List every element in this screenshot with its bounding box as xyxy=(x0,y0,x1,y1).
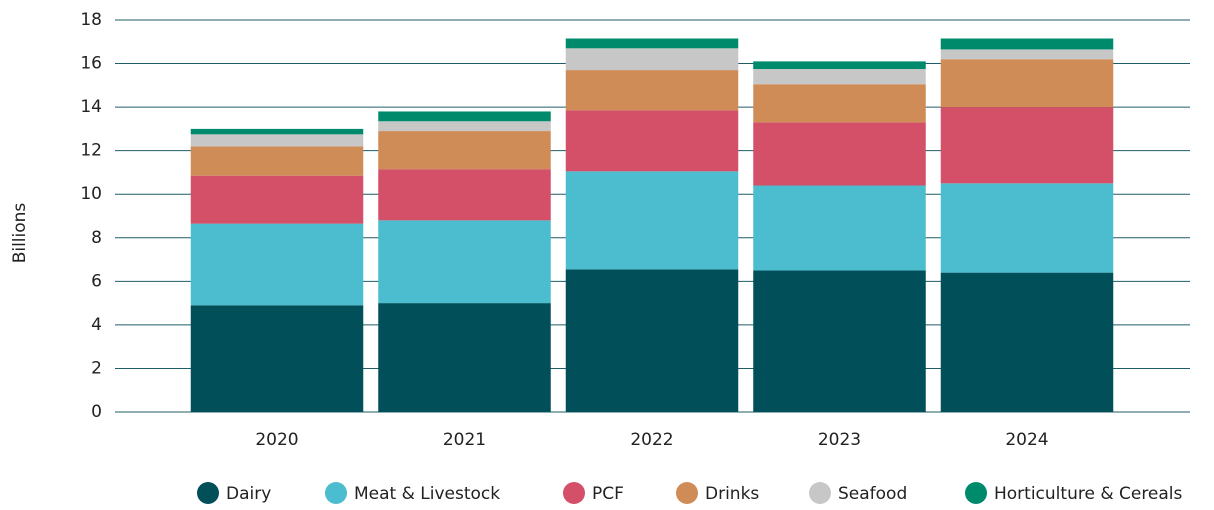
y-tick-label: 4 xyxy=(91,315,102,335)
bar-segment xyxy=(565,269,739,412)
legend-swatch xyxy=(809,482,831,504)
bar-segment xyxy=(565,110,739,172)
x-tick-label: 2020 xyxy=(255,430,298,450)
y-tick-label: 12 xyxy=(80,141,102,161)
bar-segment xyxy=(565,70,739,111)
legend-swatch xyxy=(676,482,698,504)
y-tick-label: 0 xyxy=(91,402,102,422)
bar-segment xyxy=(753,61,926,69)
y-tick-label: 18 xyxy=(80,10,102,30)
y-tick-label: 2 xyxy=(91,358,102,378)
bar-segment xyxy=(378,169,551,221)
bar-segment xyxy=(753,185,926,271)
bar-segment xyxy=(565,171,739,270)
y-tick-label: 16 xyxy=(80,54,102,74)
bar-segment xyxy=(753,122,926,186)
x-tick-label: 2024 xyxy=(1005,430,1048,450)
bar-segment xyxy=(753,84,926,123)
bar-segment xyxy=(940,183,1114,273)
legend-swatch xyxy=(563,482,585,504)
bar-segment xyxy=(190,128,364,135)
y-tick-label: 8 xyxy=(91,228,102,248)
bar-segment xyxy=(753,270,926,412)
legend-swatch xyxy=(965,482,987,504)
legend-swatch xyxy=(325,482,347,504)
x-tick-label: 2021 xyxy=(443,430,486,450)
bar-segment xyxy=(753,69,926,85)
bar-segment xyxy=(565,38,739,49)
legend-swatch xyxy=(197,482,219,504)
bar-segment xyxy=(565,48,739,71)
bar-segment xyxy=(190,175,364,224)
y-tick-label: 6 xyxy=(91,271,102,291)
legend-label: PCF xyxy=(592,484,624,504)
x-tick-label: 2022 xyxy=(630,430,673,450)
bar-segment xyxy=(378,303,551,412)
y-axis-label: Billions xyxy=(10,203,30,264)
bar-segment xyxy=(378,131,551,170)
bar-segment xyxy=(940,59,1114,108)
bar-segment xyxy=(378,220,551,304)
legend-label: Meat & Livestock xyxy=(354,484,500,504)
bar-segment xyxy=(190,305,364,412)
legend-label: Horticulture & Cereals xyxy=(994,484,1183,504)
bar-segment xyxy=(190,134,364,147)
bar-segment xyxy=(940,49,1114,60)
legend-label: Seafood xyxy=(838,484,907,504)
bar-segment xyxy=(190,146,364,176)
legend-label: Dairy xyxy=(226,484,271,504)
bar-segment xyxy=(940,107,1114,184)
legend-label: Drinks xyxy=(705,484,759,504)
y-tick-label: 10 xyxy=(80,184,102,204)
bar-segment xyxy=(940,272,1114,412)
bar-segment xyxy=(940,38,1114,50)
bar-segment xyxy=(378,121,551,132)
bar-segment xyxy=(378,111,551,122)
x-tick-label: 2023 xyxy=(818,430,861,450)
bar-segment xyxy=(190,223,364,306)
y-tick-label: 14 xyxy=(80,97,102,117)
